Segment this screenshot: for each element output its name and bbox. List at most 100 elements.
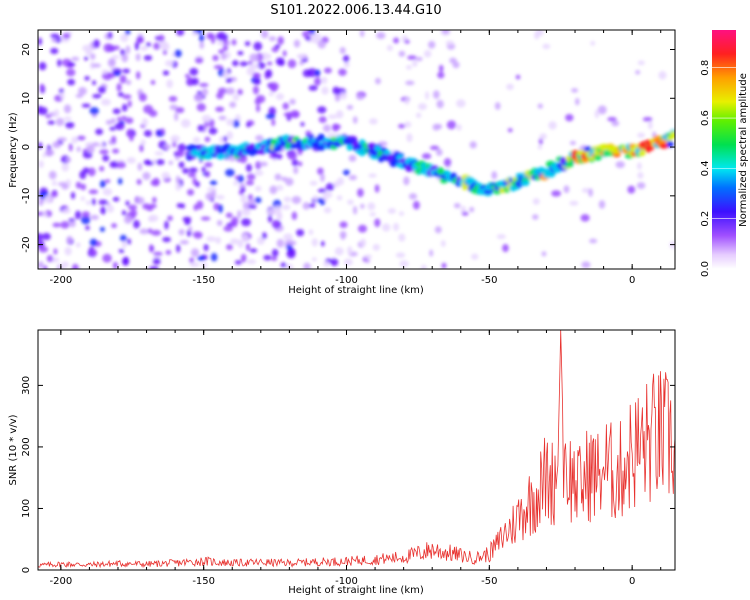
heatmap-noise-cell bbox=[412, 200, 420, 210]
heatmap-noise-cell bbox=[494, 102, 501, 110]
heatmap-noise-cell bbox=[66, 235, 73, 245]
heatmap-noise-cell bbox=[86, 144, 95, 154]
heatmap-ridge-cell bbox=[522, 180, 530, 187]
heatmap-noise-cell bbox=[154, 151, 164, 156]
heatmap-noise-cell bbox=[332, 123, 341, 130]
heatmap-noise-cell bbox=[276, 238, 285, 248]
heatmap-noise-cell bbox=[38, 233, 43, 242]
heatmap-noise-cell bbox=[215, 236, 222, 244]
heatmap-noise-cell bbox=[43, 265, 48, 269]
heatmap-noise-cell bbox=[302, 202, 310, 210]
heatmap-noise-cell bbox=[203, 244, 209, 252]
heatmap-noise-cell bbox=[615, 161, 625, 169]
heatmap-noise-cell bbox=[272, 151, 278, 159]
heatmap-noise-cell bbox=[352, 116, 358, 124]
heatmap-noise-cell bbox=[148, 203, 157, 209]
heatmap-noise-cell bbox=[265, 69, 273, 79]
snr-y-ticks: 0 100 200 300 bbox=[21, 376, 675, 573]
heatmap-noise-cell bbox=[398, 233, 406, 242]
heatmap-noise-cell bbox=[249, 63, 260, 70]
heatmap-noise-cell bbox=[342, 54, 350, 63]
heatmap-noise-cell bbox=[364, 254, 373, 259]
heatmap-noise-cell bbox=[245, 180, 254, 186]
heatmap-noise-cell bbox=[581, 188, 591, 193]
heatmap-noise-cell bbox=[281, 204, 291, 210]
colorbar-ticks: 0.0 0.2 0.4 0.6 0.8 bbox=[700, 60, 736, 277]
heatmap-noise-cell bbox=[232, 60, 239, 67]
heatmap-noise-cell bbox=[469, 141, 477, 149]
heatmap-noise-cell bbox=[87, 167, 96, 177]
heatmap-noise-cell bbox=[311, 257, 317, 262]
heatmap-noise-cell bbox=[502, 244, 509, 253]
heatmap-noise-cell bbox=[176, 203, 183, 208]
heatmap-noise-cell bbox=[296, 229, 305, 237]
heatmap-noise-cell bbox=[101, 69, 109, 74]
heatmap-noise-cell bbox=[317, 167, 324, 175]
heatmap-noise-cell bbox=[60, 221, 70, 229]
heatmap-noise-cell bbox=[223, 225, 233, 232]
heatmap-noise-cell bbox=[268, 91, 274, 97]
heatmap-noise-cell bbox=[432, 123, 440, 131]
heatmap-noise-cell bbox=[266, 53, 272, 59]
heatmap-noise-cell bbox=[148, 216, 155, 223]
heatmap-noise-cell bbox=[103, 43, 114, 53]
heatmap-noise-cell bbox=[85, 49, 93, 56]
heatmap-noise-cell bbox=[213, 202, 220, 211]
heatmap-noise-cell bbox=[199, 41, 205, 49]
heatmap-noise-cell bbox=[291, 211, 298, 221]
heatmap-noise-cell bbox=[658, 70, 667, 80]
heatmap-noise-cell bbox=[339, 92, 348, 100]
heatmap-noise-cell bbox=[343, 61, 350, 68]
heatmap-noise-cell bbox=[179, 239, 189, 245]
heatmap-noise-cell bbox=[627, 185, 636, 194]
heatmap-noise-cell bbox=[393, 37, 400, 44]
colorbar-label: Normalized spectral amplitude bbox=[738, 73, 749, 227]
heatmap-noise-cell bbox=[50, 33, 60, 39]
heatmap-noise-cell bbox=[136, 35, 144, 44]
heatmap-xlabel: Height of straight line (km) bbox=[288, 285, 424, 296]
heatmap-noise-cell bbox=[471, 253, 479, 260]
heatmap-noise-cell bbox=[445, 40, 454, 46]
heatmap-noise-cell bbox=[215, 194, 225, 200]
heatmap-noise-cell bbox=[117, 178, 123, 185]
heatmap-noise-cell bbox=[44, 195, 52, 204]
heatmap-noise-cell bbox=[249, 248, 258, 253]
heatmap-noise-cell bbox=[356, 94, 365, 100]
heatmap-noise-cell bbox=[142, 171, 151, 181]
heatmap-noise-cell bbox=[248, 203, 257, 210]
colorbar-tick-label: 0.0 bbox=[700, 261, 711, 277]
heatmap-noise-cell bbox=[244, 41, 251, 47]
heatmap-noise-cell bbox=[541, 251, 547, 257]
heatmap-noise-cell bbox=[149, 266, 159, 269]
heatmap-noise-cell bbox=[213, 65, 224, 70]
heatmap-noise-cell bbox=[107, 31, 113, 39]
heatmap-noise-cell bbox=[313, 77, 322, 86]
heatmap-noise-cell bbox=[197, 124, 205, 132]
heatmap-noise-cell bbox=[302, 69, 312, 78]
heatmap-noise-cell bbox=[196, 103, 206, 112]
heatmap-noise-cell bbox=[637, 172, 644, 179]
heatmap-noise-cell bbox=[305, 130, 312, 135]
heatmap-noise-cell bbox=[239, 61, 248, 67]
snr-ylabel: SNR (10 * v/v) bbox=[8, 414, 19, 485]
heatmap-noise-cell bbox=[360, 203, 365, 209]
heatmap-noise-cell bbox=[309, 180, 318, 186]
heatmap-noise-cell bbox=[66, 68, 76, 77]
heatmap-noise-cell bbox=[52, 222, 61, 228]
y-tick-label: -20 bbox=[21, 236, 32, 252]
heatmap-noise-cell bbox=[85, 225, 90, 231]
heatmap-noise-cell bbox=[100, 206, 107, 215]
heatmap-noise-cell bbox=[317, 188, 327, 193]
heatmap-noise-cell bbox=[588, 188, 593, 197]
heatmap-noise-cell bbox=[375, 77, 381, 85]
heatmap-noise-cell bbox=[163, 144, 172, 150]
heatmap-noise-cell bbox=[63, 116, 72, 121]
heatmap-noise-cell bbox=[216, 31, 226, 41]
heatmap-cells bbox=[38, 30, 675, 269]
heatmap-noise-cell bbox=[166, 79, 173, 89]
heatmap-noise-cell bbox=[88, 189, 99, 195]
heatmap-noise-cell bbox=[248, 198, 256, 206]
heatmap-noise-cell bbox=[136, 196, 145, 205]
heatmap-noise-cell bbox=[376, 31, 386, 40]
heatmap-noise-cell bbox=[360, 238, 366, 247]
